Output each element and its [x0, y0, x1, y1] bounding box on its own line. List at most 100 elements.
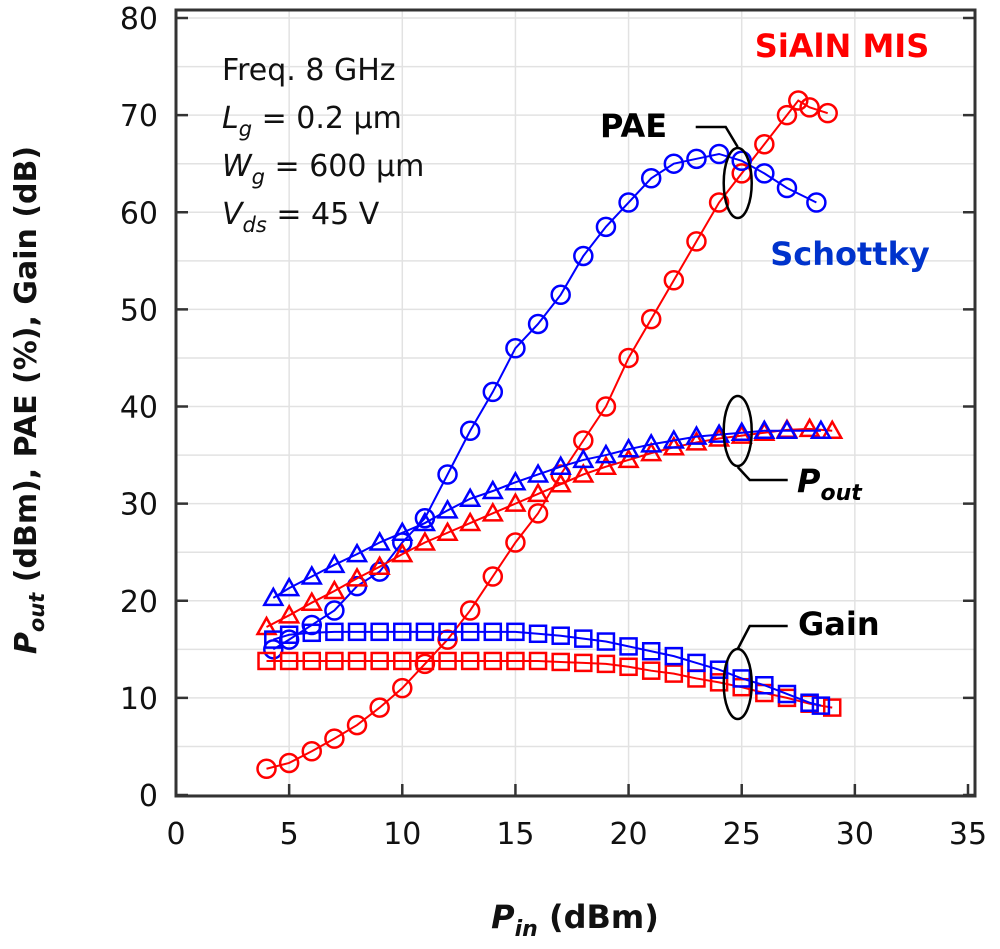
data-point-circle — [301, 741, 323, 762]
data-point-triangle — [504, 470, 527, 491]
condition-text-main: W — [222, 149, 253, 184]
data-point-square — [438, 651, 457, 671]
data-point-triangle — [413, 530, 437, 551]
data-point-circle — [686, 148, 707, 170]
data-point-square — [483, 651, 503, 671]
x-tick-label: 20 — [609, 817, 647, 852]
data-point-circle — [369, 697, 390, 718]
x-tick-label: 30 — [836, 817, 874, 852]
data-point-triangle — [345, 566, 369, 587]
data-point-circle — [788, 90, 809, 111]
data-point-square — [483, 622, 503, 642]
data-point-triangle — [730, 424, 753, 444]
data-point-circle — [618, 347, 639, 369]
data-point-triangle — [436, 521, 459, 542]
x-tick-label: 5 — [280, 817, 299, 852]
condition-text: Vds = 45 V — [222, 197, 380, 237]
data-point-square — [641, 661, 661, 680]
data-point-triangle — [391, 542, 414, 563]
annotation-leader — [736, 466, 788, 482]
x-axis-label-main: P — [491, 898, 515, 936]
data-point-triangle — [413, 511, 437, 532]
series-line — [273, 630, 822, 707]
condition-text-sub: ds — [243, 213, 267, 237]
condition-text-main: Freq. 8 GHz — [222, 53, 396, 88]
data-point-triangle — [685, 425, 708, 445]
x-axis-label-sub: in — [515, 917, 538, 942]
data-point-circle — [550, 284, 571, 306]
data-point-triangle — [549, 455, 572, 475]
y-axis-label: Pout (dBm), PAE (%), Gain (dB) — [9, 146, 49, 654]
data-point-circle — [663, 153, 685, 174]
y-tick-label: 30 — [120, 488, 158, 523]
data-point-triangle — [345, 542, 369, 563]
data-point-circle — [505, 532, 526, 553]
y-tick-label: 20 — [120, 585, 158, 620]
data-point-square — [325, 651, 344, 671]
data-point-square — [619, 637, 638, 656]
x-tick-label: 15 — [496, 817, 534, 852]
data-point-circle — [324, 728, 345, 749]
condition-text-main: L — [222, 101, 239, 136]
data-point-square — [528, 624, 548, 644]
y-tick-label: 70 — [120, 99, 158, 134]
plot-frame — [174, 8, 977, 798]
data-point-triangle — [459, 487, 482, 508]
data-point-square — [777, 684, 797, 704]
data-point-square — [709, 660, 729, 679]
data-point-square — [551, 626, 570, 645]
data-point-triangle — [572, 448, 595, 469]
data-point-circle — [392, 677, 413, 699]
data-point-square — [619, 657, 638, 677]
data-point-triangle — [323, 553, 346, 574]
data-point-square — [279, 651, 299, 671]
condition-text-main: V — [222, 197, 245, 232]
data-point-triangle — [821, 419, 844, 440]
data-point-triangle — [391, 521, 414, 542]
data-point-triangle — [594, 455, 618, 475]
data-point-triangle — [368, 555, 391, 576]
x-axis-label: Pin (dBm) — [491, 898, 659, 942]
data-point-triangle — [526, 482, 550, 503]
annotation-label: PAE — [600, 107, 667, 145]
annotation-label-main: Gain — [798, 605, 880, 643]
data-point-circle — [437, 464, 458, 485]
device-label: Schottky — [770, 235, 930, 273]
condition-text-sub: g — [252, 165, 265, 189]
condition-text: Wg = 600 µm — [222, 149, 424, 189]
annotation-leader — [695, 125, 739, 148]
series-schottky-pout — [262, 419, 833, 607]
data-point-square — [811, 696, 831, 715]
x-axis-label-rest: (dBm) — [538, 898, 659, 936]
data-point-triangle — [368, 530, 391, 551]
data-point-square — [347, 622, 367, 642]
data-point-circle — [595, 216, 617, 238]
x-tick-label: 35 — [949, 817, 987, 852]
data-point-square — [393, 651, 412, 671]
data-point-circle — [776, 177, 798, 199]
data-point-triangle — [481, 479, 504, 500]
data-point-square — [325, 622, 344, 642]
y-tick-label: 60 — [120, 196, 158, 231]
data-point-triangle — [504, 492, 527, 512]
data-point-square — [551, 652, 570, 672]
data-point-square — [279, 625, 299, 644]
series-sialn-mis-pout — [255, 417, 844, 636]
data-point-circle — [817, 102, 838, 124]
data-point-triangle — [300, 564, 323, 585]
data-point-circle — [806, 192, 827, 213]
data-point-triangle — [685, 430, 708, 451]
data-point-circle — [595, 396, 617, 417]
data-point-triangle — [753, 419, 776, 440]
data-point-square — [800, 693, 819, 712]
data-point-circle — [754, 163, 775, 184]
device-label: SiAlN MIS — [755, 27, 929, 65]
data-point-circle — [776, 104, 798, 126]
data-point-triangle — [662, 428, 685, 449]
condition-text-rest: = 45 V — [267, 197, 380, 232]
data-point-square — [460, 651, 480, 671]
data-point-square — [732, 669, 751, 688]
data-point-triangle — [809, 419, 833, 440]
data-point-square — [574, 653, 593, 673]
